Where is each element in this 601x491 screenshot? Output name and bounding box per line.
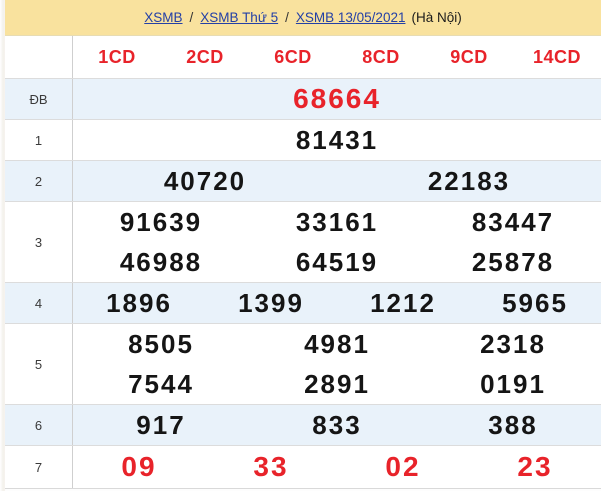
- prize-value: 833: [312, 409, 362, 440]
- prize-value: 388: [488, 409, 538, 440]
- cd-header-label: 8CD: [362, 46, 400, 67]
- prize-row-label: 4: [5, 283, 73, 323]
- prize-row: 1 81431: [5, 119, 601, 160]
- prize-value: 1212: [370, 287, 436, 318]
- prize-line: 40720 22183: [73, 161, 601, 201]
- cd-header-label: 1CD: [98, 46, 136, 67]
- prize-value: 83447: [471, 206, 555, 237]
- clipped-bottom-strip: [5, 488, 601, 491]
- cd-header-label: 9CD: [450, 46, 488, 67]
- prize-line: 46988 64519 25878: [73, 242, 601, 282]
- prize-value: 09: [121, 451, 157, 482]
- prize-row-values: 91639 33161 83447 46988 64519 25878: [73, 202, 601, 282]
- prize-value: 33: [253, 451, 289, 482]
- prize-row-label: 1: [5, 120, 73, 160]
- prize-row: 4 1896 1399 1212 5965: [5, 282, 601, 323]
- prize-row-label: 7: [5, 446, 73, 488]
- prize-row-label: 5: [5, 324, 73, 404]
- breadcrumb-suffix: (Hà Nội): [411, 10, 462, 25]
- cd-header-label: 14CD: [532, 46, 582, 67]
- prize-value: 2318: [480, 328, 546, 359]
- prize-line: 09 33 02 23: [73, 446, 601, 488]
- prize-row-values: 09 33 02 23: [73, 446, 601, 488]
- prize-line: 7544 2891 0191: [73, 364, 601, 404]
- prize-row-values: 8505 4981 2318 7544 2891 0191: [73, 324, 601, 404]
- prize-value: 2891: [304, 368, 370, 399]
- prize-value: 5965: [502, 287, 568, 318]
- prize-value: 02: [385, 451, 421, 482]
- results-rows: ĐB 68664 1 81431 2 40720 22183 3 91639 33161 83447…: [5, 78, 601, 488]
- prize-row-values: 40720 22183: [73, 161, 601, 201]
- prize-row-values: 1896 1399 1212 5965: [73, 283, 601, 323]
- breadcrumb-separator: /: [189, 10, 194, 25]
- prize-row: ĐB 68664: [5, 78, 601, 119]
- prize-value: 81431: [295, 124, 379, 155]
- prize-row: 5 8505 4981 2318 7544 2891 0191: [5, 323, 601, 404]
- prize-row-label: 3: [5, 202, 73, 282]
- cd-header-row: 1CD 2CD 6CD 8CD 9CD 14CD: [5, 36, 601, 78]
- prize-value: 40720: [163, 165, 247, 196]
- breadcrumb-band: XSMB / XSMB Thứ 5 / XSMB 13/05/2021 (Hà Nội): [5, 0, 601, 35]
- prize-row-label: 6: [5, 405, 73, 445]
- prize-line: 91639 33161 83447: [73, 202, 601, 242]
- prize-line: 1896 1399 1212 5965: [73, 283, 601, 323]
- prize-line: 8505 4981 2318: [73, 324, 601, 364]
- breadcrumb-separator: /: [285, 10, 289, 25]
- cd-header-label: 2CD: [186, 46, 224, 67]
- prize-line: 68664: [73, 79, 601, 119]
- prize-row: 6 917 833 388: [5, 404, 601, 445]
- cd-header-label: 6CD: [274, 46, 312, 67]
- prize-value: 64519: [295, 246, 379, 277]
- results-table: 1CD 2CD 6CD 8CD 9CD 14CD ĐB 68664 1 81431 2 40720 2…: [5, 35, 601, 491]
- breadcrumb-link[interactable]: XSMB 13/05/2021: [295, 10, 406, 25]
- prize-value: 917: [136, 409, 186, 440]
- prize-value: 68664: [293, 83, 381, 114]
- prize-value: 25878: [471, 246, 555, 277]
- prize-row: 3 91639 33161 83447 46988 64519 25878: [5, 201, 601, 282]
- prize-row-values: 68664: [73, 79, 601, 119]
- breadcrumb: XSMB / XSMB Thứ 5 / XSMB 13/05/2021: [144, 10, 405, 25]
- prize-value: 7544: [128, 368, 194, 399]
- lottery-results-page: XSMB / XSMB Thứ 5 / XSMB 13/05/2021 (Hà Nội)…: [5, 0, 601, 491]
- prize-value: 23: [517, 451, 553, 482]
- breadcrumb-link[interactable]: XSMB: [144, 10, 183, 25]
- prize-line: 917 833 388: [73, 405, 601, 445]
- prize-line: 81431: [73, 120, 601, 160]
- prize-row-label: ĐB: [5, 79, 73, 119]
- prize-value: 1896: [106, 287, 172, 318]
- prize-value: 33161: [295, 206, 379, 237]
- prize-value: 1399: [238, 287, 304, 318]
- prize-value: 4981: [304, 328, 370, 359]
- prize-row: 2 40720 22183: [5, 160, 601, 201]
- prize-value: 91639: [119, 206, 203, 237]
- prize-value: 0191: [480, 368, 546, 399]
- breadcrumb-link[interactable]: XSMB Thứ 5: [200, 10, 279, 25]
- prize-row-values: 81431: [73, 120, 601, 160]
- prize-value: 46988: [119, 246, 203, 277]
- prize-row: 7 09 33 02 23: [5, 445, 601, 488]
- prize-value: 22183: [427, 165, 511, 196]
- prize-value: 8505: [128, 328, 194, 359]
- prize-row-label: 2: [5, 161, 73, 201]
- cd-header-values: 1CD 2CD 6CD 8CD 9CD 14CD: [73, 36, 601, 78]
- prize-row-values: 917 833 388: [73, 405, 601, 445]
- header-corner-cell: [5, 36, 73, 78]
